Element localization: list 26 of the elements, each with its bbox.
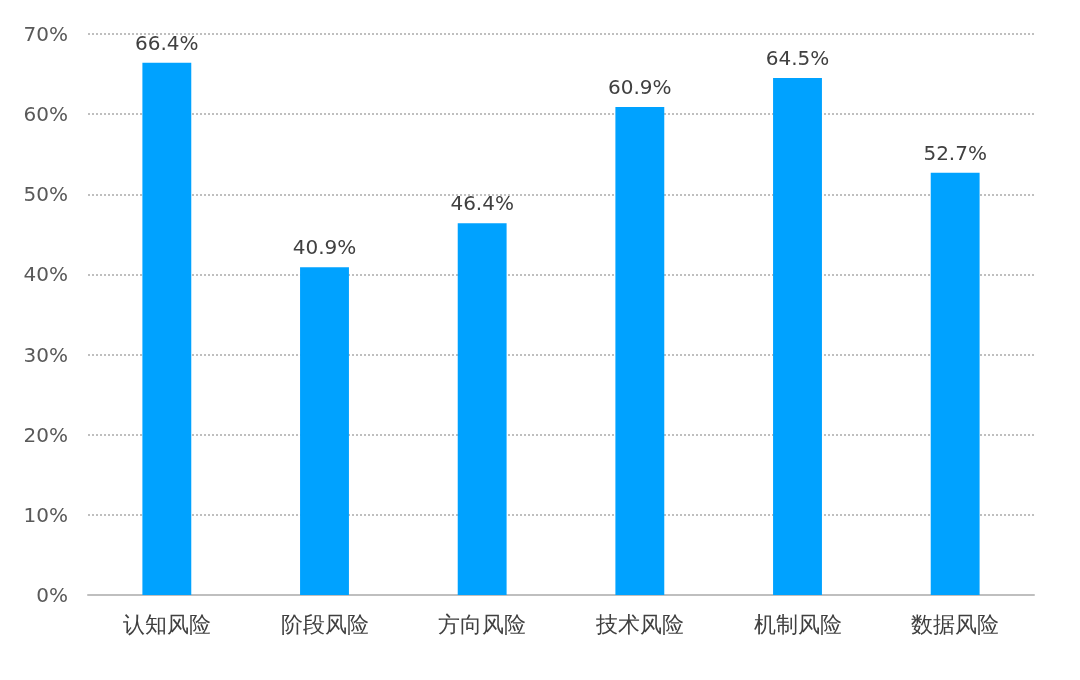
data-label: 64.5%: [765, 46, 830, 71]
x-tick-label: 方向风险: [438, 611, 527, 637]
bar: [142, 62, 192, 595]
y-tick-label: 50%: [23, 182, 68, 207]
bar: [930, 172, 980, 595]
x-tick-label: 认知风险: [122, 611, 211, 637]
y-tick-label: 30%: [23, 342, 68, 367]
y-tick-label: 40%: [23, 262, 68, 287]
y-tick-label: 20%: [23, 422, 68, 447]
bar: [773, 78, 822, 595]
x-tick-label: 机制风险: [753, 611, 842, 637]
bar: [615, 106, 665, 595]
y-tick-label: 10%: [23, 502, 68, 527]
y-tick-label: 70%: [23, 22, 68, 46]
data-label: 52.7%: [923, 140, 987, 165]
x-tick-label: 阶段风险: [280, 611, 369, 637]
data-label: 46.4%: [450, 191, 514, 216]
y-tick-label: 0%: [36, 583, 68, 607]
bar: [300, 267, 349, 595]
data-label: 60.9%: [608, 74, 672, 99]
data-label: 66.4%: [135, 30, 199, 55]
bar: [457, 223, 507, 595]
data-label: 40.9%: [292, 235, 357, 260]
x-tick-label: 技术风险: [594, 611, 684, 637]
y-tick-label: 60%: [23, 102, 68, 127]
x-tick-label: 数据风险: [911, 611, 1000, 637]
